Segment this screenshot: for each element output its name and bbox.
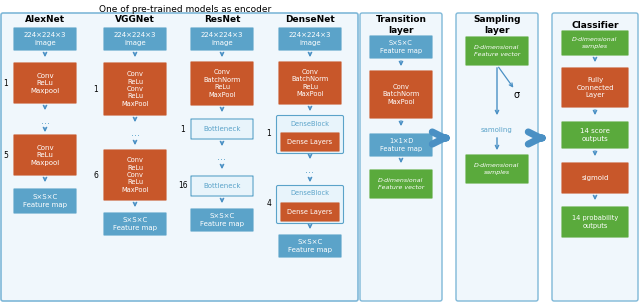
Text: S×S×C
Feature map: S×S×C Feature map [200, 213, 244, 227]
Text: ...: ... [131, 128, 140, 138]
Text: 224×224×3
image: 224×224×3 image [114, 32, 156, 46]
Text: S×S×C
Feature map: S×S×C Feature map [288, 239, 332, 253]
Text: Dense Layers: Dense Layers [287, 209, 333, 215]
FancyBboxPatch shape [276, 185, 344, 224]
Text: 1: 1 [267, 128, 271, 138]
FancyBboxPatch shape [279, 28, 341, 50]
Text: 14 score
outputs: 14 score outputs [580, 128, 610, 142]
FancyBboxPatch shape [279, 62, 341, 104]
FancyBboxPatch shape [456, 13, 538, 301]
FancyBboxPatch shape [191, 62, 253, 105]
FancyBboxPatch shape [104, 150, 166, 200]
FancyBboxPatch shape [562, 122, 628, 148]
Text: 14 probability
outputs: 14 probability outputs [572, 215, 618, 229]
Text: ...: ... [40, 116, 49, 126]
Text: 1×1×D
Feature map: 1×1×D Feature map [380, 138, 422, 152]
Text: 224×224×3
image: 224×224×3 image [201, 32, 243, 46]
Text: D-dimensional
Feature vector: D-dimensional Feature vector [378, 178, 424, 190]
Text: Bottleneck: Bottleneck [204, 183, 241, 189]
Text: Conv
ReLu
Maxpool: Conv ReLu Maxpool [30, 145, 60, 165]
FancyBboxPatch shape [191, 28, 253, 50]
FancyBboxPatch shape [370, 170, 432, 198]
Text: D-dimensional
samples: D-dimensional samples [572, 37, 618, 48]
Text: Classifier: Classifier [572, 21, 619, 29]
FancyBboxPatch shape [279, 235, 341, 257]
FancyBboxPatch shape [562, 163, 628, 193]
FancyBboxPatch shape [14, 63, 76, 103]
Text: ...: ... [305, 165, 314, 175]
Text: Transition
layer: Transition layer [376, 15, 426, 35]
Text: Conv
ReLu
Conv
ReLu
MaxPool: Conv ReLu Conv ReLu MaxPool [121, 157, 148, 193]
Text: Conv
BatchNorm
MaxPool: Conv BatchNorm MaxPool [382, 84, 420, 105]
Text: Conv
BatchNorm
ReLu
MaxPool: Conv BatchNorm ReLu MaxPool [291, 69, 328, 97]
Text: Dense Layers: Dense Layers [287, 139, 333, 145]
Text: D-dimensional
samples: D-dimensional samples [474, 163, 520, 175]
FancyBboxPatch shape [370, 36, 432, 58]
FancyBboxPatch shape [191, 119, 253, 139]
FancyBboxPatch shape [14, 28, 76, 50]
FancyBboxPatch shape [466, 155, 528, 183]
Text: S×S×C
Feature map: S×S×C Feature map [23, 194, 67, 208]
Text: AlexNet: AlexNet [25, 15, 65, 25]
Text: ResNet: ResNet [204, 15, 240, 25]
Text: samoling: samoling [481, 127, 513, 133]
Text: Fully
Connected
Layer: Fully Connected Layer [576, 77, 614, 98]
FancyBboxPatch shape [14, 189, 76, 213]
Text: 1: 1 [93, 85, 99, 94]
FancyBboxPatch shape [104, 28, 166, 50]
Text: 224×224×3
image: 224×224×3 image [24, 32, 67, 46]
Text: 4: 4 [267, 198, 271, 208]
Text: Bottleneck: Bottleneck [204, 126, 241, 132]
FancyBboxPatch shape [562, 31, 628, 55]
FancyBboxPatch shape [14, 135, 76, 175]
Text: Conv
ReLu
Maxpool: Conv ReLu Maxpool [30, 72, 60, 94]
Text: 1: 1 [4, 78, 8, 88]
Text: 224×224×3
image: 224×224×3 image [289, 32, 332, 46]
Text: Conv
BatchNorm
ReLu
MaxPool: Conv BatchNorm ReLu MaxPool [204, 69, 241, 98]
FancyBboxPatch shape [1, 13, 358, 301]
Text: 16: 16 [178, 181, 188, 191]
FancyBboxPatch shape [281, 203, 339, 221]
Text: D-dimensional
Feature vector: D-dimensional Feature vector [474, 45, 520, 57]
Text: DenseNet: DenseNet [285, 15, 335, 25]
Text: sigmoid: sigmoid [581, 175, 609, 181]
Text: One of pre-trained models as encoder: One of pre-trained models as encoder [99, 5, 271, 14]
FancyBboxPatch shape [370, 134, 432, 156]
FancyBboxPatch shape [360, 13, 442, 301]
FancyBboxPatch shape [191, 176, 253, 196]
FancyBboxPatch shape [370, 71, 432, 118]
FancyBboxPatch shape [562, 207, 628, 237]
FancyBboxPatch shape [276, 115, 344, 154]
FancyBboxPatch shape [191, 209, 253, 231]
Text: Conv
ReLu
Conv
ReLu
MaxPool: Conv ReLu Conv ReLu MaxPool [121, 71, 148, 107]
Text: S×S×C
Feature map: S×S×C Feature map [113, 217, 157, 231]
Text: 1: 1 [180, 125, 186, 134]
FancyBboxPatch shape [281, 133, 339, 151]
Text: 5: 5 [4, 151, 8, 159]
FancyBboxPatch shape [552, 13, 638, 301]
FancyBboxPatch shape [104, 213, 166, 235]
Text: DenseBlock: DenseBlock [291, 190, 330, 196]
FancyBboxPatch shape [466, 37, 528, 65]
Text: ...: ... [218, 152, 227, 162]
Text: VGGNet: VGGNet [115, 15, 155, 25]
FancyBboxPatch shape [104, 63, 166, 115]
Text: DenseBlock: DenseBlock [291, 121, 330, 127]
Text: Sampling
layer: Sampling layer [473, 15, 521, 35]
Text: 6: 6 [93, 171, 99, 179]
Text: σ: σ [514, 90, 520, 100]
Text: S×S×C
Feature map: S×S×C Feature map [380, 40, 422, 54]
FancyBboxPatch shape [562, 68, 628, 107]
